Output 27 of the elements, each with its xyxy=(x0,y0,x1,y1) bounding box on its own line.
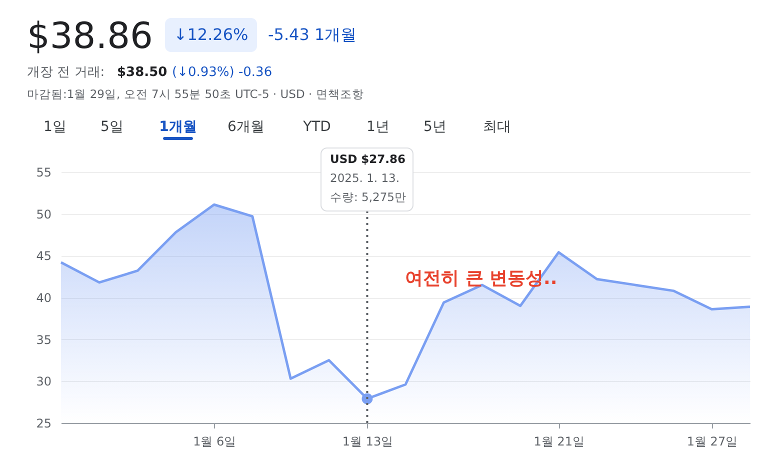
x-tick-label: 1월 6일 xyxy=(193,434,236,448)
text: 5년 xyxy=(424,119,446,135)
text: 1개월 xyxy=(159,119,197,135)
text: (↓0.93%) -0.36 xyxy=(172,65,272,80)
y-tick-label: 45 xyxy=(36,249,52,264)
text: ↓12.26% xyxy=(174,25,248,44)
chart-title: $38.86 xyxy=(27,16,153,57)
text: 1일 xyxy=(44,119,66,135)
y-tick-label: 30 xyxy=(36,374,52,389)
text: 1년 xyxy=(366,119,390,135)
text: 최대 xyxy=(483,119,511,135)
text: -5.43 1개월 xyxy=(268,25,357,44)
x-tick-label: 1월 13일 xyxy=(342,434,394,448)
y-tick-label: 35 xyxy=(36,332,52,347)
y-tick-label: 40 xyxy=(36,291,52,305)
y-tick-label: 55 xyxy=(36,166,52,180)
x-tick-label: 1월 21일 xyxy=(534,434,584,448)
text: 개장 전 거래: xyxy=(27,65,105,80)
text: 5일 xyxy=(100,119,124,135)
y-tick-label: 50 xyxy=(36,207,52,222)
text: 6개월 xyxy=(228,119,264,135)
x-tick-label: 1월 27일 xyxy=(686,434,738,448)
text: $38.50 xyxy=(117,65,168,80)
y-tick-label: 25 xyxy=(36,416,52,430)
annotation: USD $27.86 2025. 1. 13. 수량: 5,275만 xyxy=(330,152,406,204)
text: YTD xyxy=(302,119,331,135)
text: 마감됨:1월 29일, 오전 7시 55분 50초 UTC-5 · USD · 면책조항 xyxy=(27,87,364,101)
